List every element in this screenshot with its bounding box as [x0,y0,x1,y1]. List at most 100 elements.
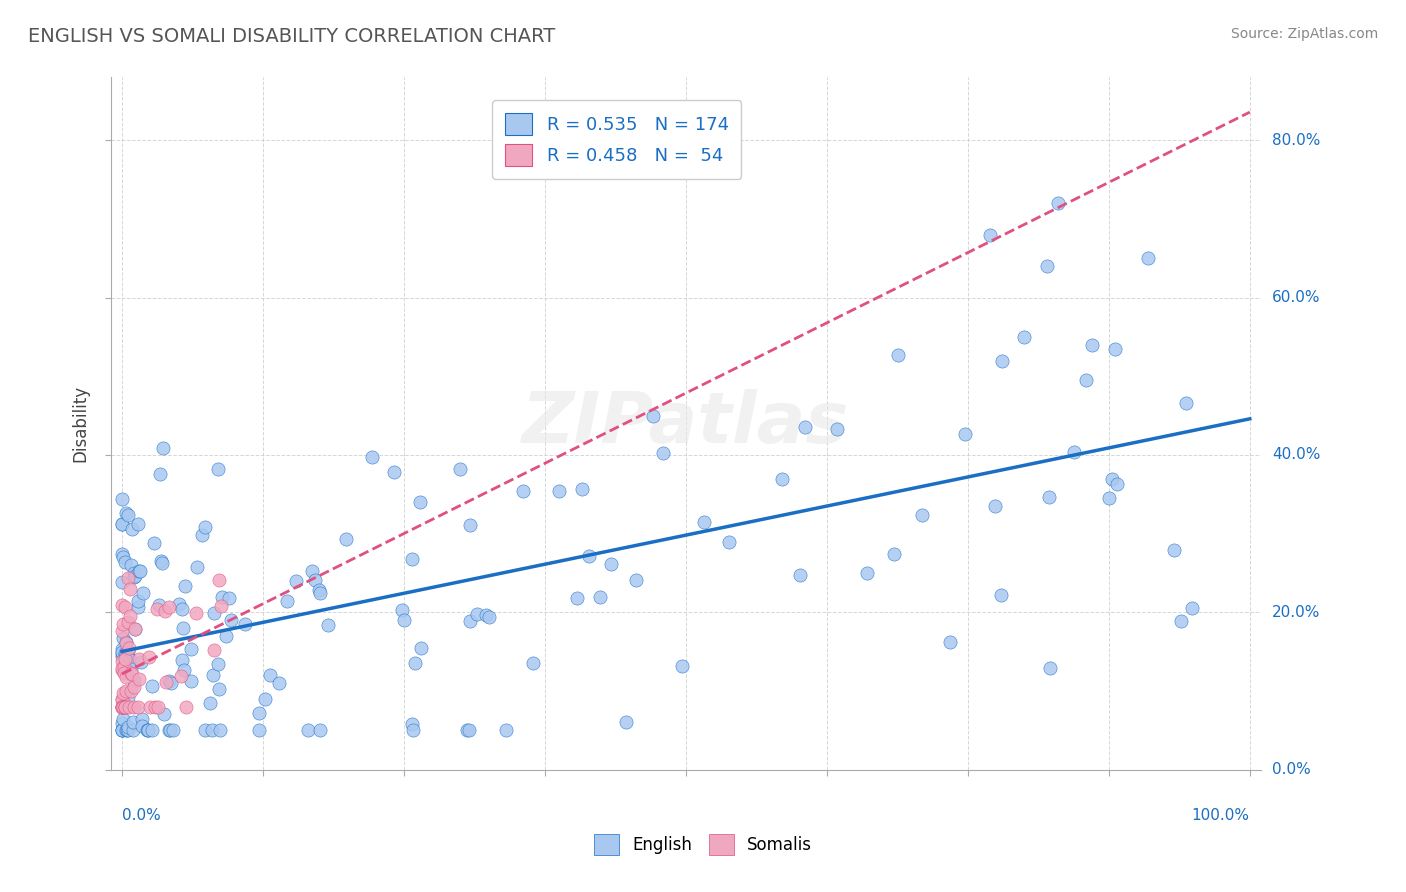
Point [111,516,134,531]
Y-axis label: Disability: Disability [72,385,89,462]
Point [118,653,141,667]
Text: 0.0%: 0.0% [1272,762,1310,777]
Point [207,657,229,671]
Point [1170,614,1192,628]
Point [578,549,600,564]
Point [127,516,149,531]
Point [117,571,139,585]
Point [174,699,197,714]
Point [114,723,136,738]
Point [522,656,544,670]
Point [202,643,225,657]
Point [953,426,976,441]
Point [671,659,693,673]
Point [127,594,149,608]
Point [122,681,145,695]
Point [391,602,413,616]
Point [186,560,208,574]
Point [120,665,142,680]
Point [384,465,406,479]
Point [111,699,134,714]
Point [141,723,163,738]
Point [114,599,136,614]
Point [211,590,233,604]
Point [146,699,169,714]
Point [571,483,593,497]
Point [170,669,193,683]
Point [1039,661,1062,675]
Point [111,693,134,707]
Point [128,564,150,578]
Point [495,723,517,738]
Point [111,699,134,714]
Point [1036,259,1059,273]
Point [1012,330,1035,344]
Point [118,641,141,656]
Point [122,674,145,689]
Point [600,557,623,571]
Point [122,566,145,580]
Point [121,667,143,681]
Point [167,597,190,611]
Point [111,645,134,659]
Point [131,712,153,726]
Point [111,723,134,738]
Point [309,585,332,599]
Point [718,535,741,549]
Point [128,651,150,665]
Legend: R = 0.535   N = 174, R = 0.458   N =  54: R = 0.535 N = 174, R = 0.458 N = 54 [492,100,741,178]
Point [1174,395,1197,409]
Point [128,565,150,579]
Point [120,663,142,677]
Point [1137,252,1160,266]
Point [111,617,134,632]
Point [139,699,162,714]
Point [180,673,202,688]
Point [117,649,139,664]
Point [1074,373,1097,387]
Point [887,348,910,362]
Point [117,690,139,705]
Point [157,674,180,689]
Point [793,420,815,434]
Point [1047,196,1070,211]
Point [409,495,432,509]
Point [825,422,848,436]
Point [190,528,212,542]
Point [883,547,905,561]
Point [219,613,242,627]
Point [174,579,197,593]
Point [155,674,177,689]
Point [111,624,134,638]
Point [111,517,134,532]
Text: ZIPatlas: ZIPatlas [522,389,849,458]
Point [153,707,176,722]
Point [402,723,425,738]
Point [983,499,1005,513]
Point [111,699,134,714]
Point [209,599,232,614]
Point [149,467,172,481]
Point [111,723,134,738]
Point [458,723,481,738]
Point [111,642,134,657]
Point [170,602,193,616]
Point [122,714,145,729]
Point [693,515,716,529]
Point [207,682,229,697]
Point [180,642,202,657]
Point [1181,600,1204,615]
Point [297,723,319,738]
Point [122,699,145,714]
Point [409,641,432,656]
Point [114,699,136,714]
Point [478,610,501,624]
Point [548,484,571,499]
Point [284,574,307,589]
Point [308,583,330,598]
Point [770,472,793,486]
Text: 100.0%: 100.0% [1192,808,1250,823]
Point [114,698,136,712]
Point [111,574,134,589]
Point [128,672,150,686]
